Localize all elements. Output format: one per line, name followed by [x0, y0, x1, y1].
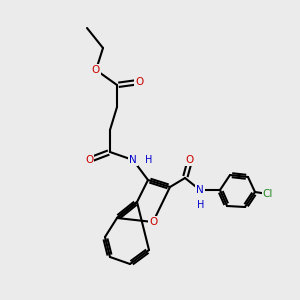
Text: O: O	[135, 77, 143, 87]
Text: H: H	[145, 155, 153, 165]
Text: O: O	[149, 217, 157, 227]
Text: N: N	[129, 155, 137, 165]
Text: O: O	[85, 155, 93, 165]
Text: Cl: Cl	[263, 189, 273, 199]
Text: H: H	[197, 200, 205, 210]
Text: O: O	[92, 65, 100, 75]
Text: N: N	[196, 185, 204, 195]
Text: O: O	[186, 155, 194, 165]
